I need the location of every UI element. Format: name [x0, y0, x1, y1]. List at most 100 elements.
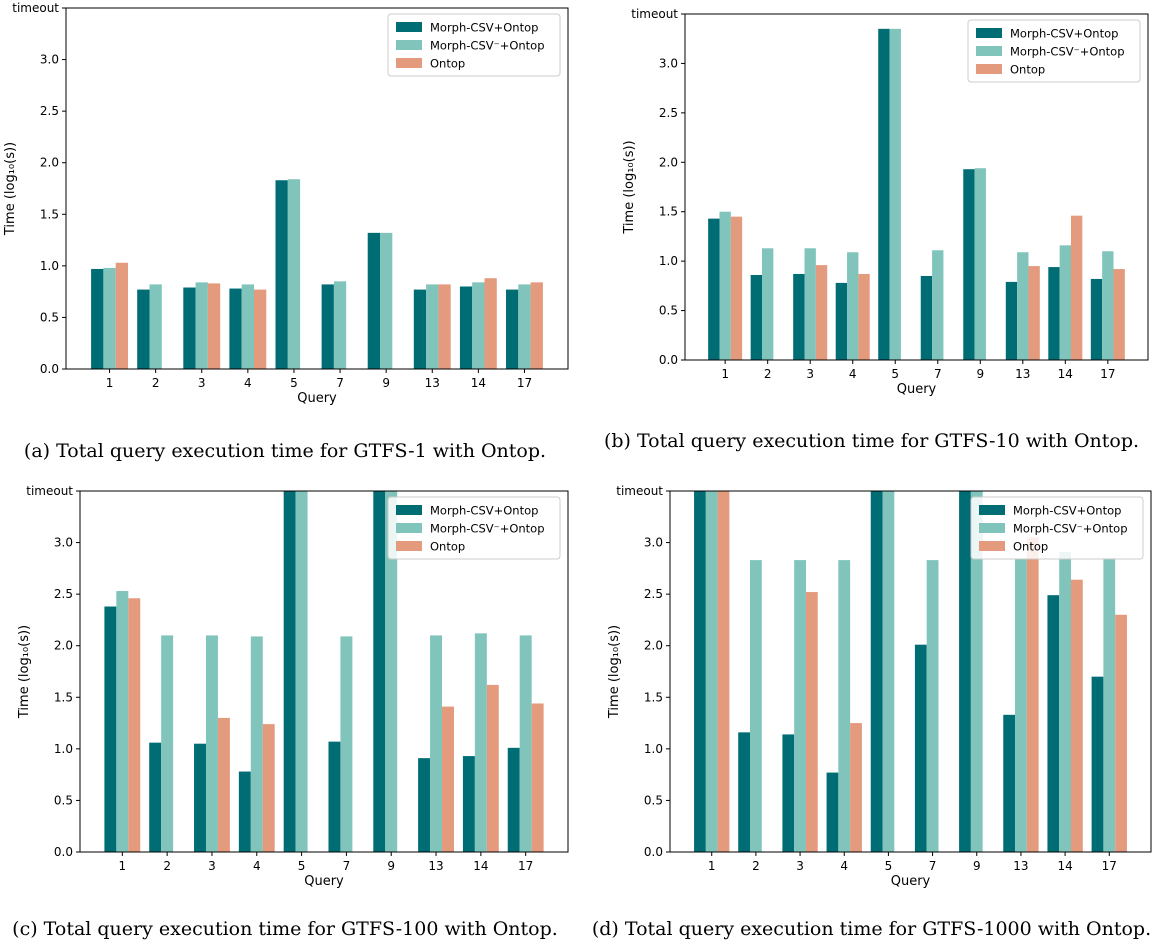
bar-morph-csv-ontop-q9	[373, 491, 386, 852]
bar-ontop-q17	[1115, 614, 1127, 852]
x-tick-label: 9	[382, 376, 390, 390]
x-tick-label: 1	[721, 367, 729, 381]
bar-ontop-q17	[531, 703, 544, 852]
y-tick-label: 3.0	[659, 56, 678, 70]
chart-panel-d: 0.0 0.5 1.0 1.5 2.0 2.5 3.0 timeout 1 2 3 4 5 7 9 13 14 1…	[590, 478, 1153, 940]
bar-morph-csv-minus-ontop-q17	[1103, 558, 1116, 852]
y-tick-label: 0.0	[40, 362, 59, 376]
bar-morph-csv-ontop-q4	[229, 288, 242, 369]
x-tick-label: 4	[840, 859, 848, 873]
bar-morph-csv-minus-ontop-q1	[719, 211, 731, 360]
bar-ontop-q1	[115, 262, 128, 369]
y-axis-label: Time (log₁₀(s))	[17, 625, 32, 719]
plot-frame	[65, 7, 569, 370]
x-tick-label: 14	[473, 859, 488, 873]
y-tick-label: 2.0	[659, 155, 678, 169]
legend: Morph-CSV+Ontop Morph-CSV⁻+Ontop Ontop	[970, 496, 1144, 560]
bar-morph-csv-minus-ontop-q14	[1059, 551, 1071, 852]
bar-ontop-q17	[530, 282, 543, 369]
y-tick-label: 0.5	[659, 304, 678, 318]
bar-morph-csv-minus-ontop-q4	[250, 636, 263, 852]
bar-morph-csv-ontop-q7	[328, 741, 341, 852]
x-tick-label: 13	[1015, 367, 1030, 381]
x-tick-label: 5	[885, 859, 893, 873]
y-tick-label: 0.0	[659, 353, 678, 367]
x-tick-label: 13	[428, 859, 443, 873]
bar-morph-csv-ontop-q14	[459, 286, 473, 369]
bar-morph-csv-ontop-q5	[283, 491, 296, 852]
bar-morph-csv-ontop-q7	[914, 644, 927, 852]
bar-morph-csv-ontop-q13	[418, 758, 431, 852]
x-tick-label: 5	[298, 859, 306, 873]
y-tick-label: 2.0	[54, 639, 73, 653]
bar-morph-csv-ontop-q2	[750, 274, 763, 360]
bars-group	[91, 179, 543, 369]
bars-group	[694, 491, 1127, 852]
x-tick-label: 13	[1013, 859, 1028, 873]
x-tick-label: 2	[163, 859, 171, 873]
bar-ontop-q4	[858, 273, 870, 360]
y-tick-label: 1.0	[40, 259, 59, 273]
x-axis-label: Query	[297, 391, 337, 406]
bar-morph-csv-ontop-q3	[183, 287, 196, 369]
y-tick-label: timeout	[631, 7, 678, 21]
legend-label: Morph-CSV⁻+Ontop	[1010, 45, 1125, 59]
bar-ontop-q14	[1070, 215, 1083, 360]
x-tick-label: 9	[387, 859, 395, 873]
bar-morph-csv-ontop-q17	[1091, 676, 1104, 852]
y-tick-label: 2.5	[659, 106, 678, 120]
y-tick-label: 2.0	[40, 156, 59, 170]
bar-ontop-q4	[262, 724, 275, 852]
bar-morph-csv-ontop-q4	[835, 282, 848, 360]
legend-swatch-morph-csv-ontop	[979, 505, 1005, 515]
bar-morph-csv-minus-ontop-q2	[762, 248, 774, 360]
bar-morph-csv-ontop-q3	[194, 743, 206, 852]
bar-morph-csv-ontop-q9	[959, 491, 971, 852]
legend: Morph-CSV+Ontop Morph-CSV⁻+Ontop Ontop	[387, 496, 561, 560]
bar-morph-csv-ontop-q9	[963, 169, 975, 360]
bar-morph-csv-ontop-q14	[1047, 595, 1060, 852]
x-tick-label: 4	[849, 367, 857, 381]
bar-morph-csv-ontop-q7	[920, 275, 933, 360]
bar-ontop-q4	[850, 723, 862, 852]
y-tick-label: 1.5	[659, 205, 678, 219]
y-tick-label: 2.5	[54, 587, 73, 601]
chart-panel-a: 0.0 0.5 1.0 1.5 2.0 2.5 3.0 timeout 1 2 3 4 5 7 9 13 14 1…	[0, 0, 570, 462]
bar-morph-csv-minus-ontop-q1	[705, 491, 718, 852]
bar-morph-csv-ontop-q5	[870, 491, 883, 852]
bar-ontop-q1	[128, 598, 141, 852]
x-tick-label: 17	[518, 859, 533, 873]
x-tick-label: 17	[1100, 367, 1115, 381]
x-tick-label: 2	[764, 367, 772, 381]
legend-box	[387, 496, 561, 560]
bar-morph-csv-minus-ontop-q7	[932, 250, 944, 360]
bar-morph-csv-minus-ontop-q5	[287, 179, 301, 369]
y-tick-label: timeout	[12, 1, 59, 15]
x-tick-label: 4	[253, 859, 261, 873]
legend-swatch-ontop	[396, 58, 422, 68]
bar-morph-csv-ontop-q17	[507, 747, 520, 852]
y-tick-label: 0.5	[54, 793, 73, 807]
y-tick-label: 1.0	[644, 742, 663, 756]
bar-morph-csv-ontop-q2	[137, 289, 150, 369]
bar-morph-csv-minus-ontop-q3	[205, 635, 218, 852]
bar-morph-csv-ontop-q1	[694, 491, 706, 852]
bar-morph-csv-ontop-q9	[367, 232, 380, 369]
bar-ontop-q13	[442, 706, 454, 852]
bar-morph-csv-minus-ontop-q3	[794, 560, 806, 852]
x-tick-label: 2	[752, 859, 760, 873]
bar-morph-csv-ontop-q13	[1005, 281, 1018, 360]
bar-morph-csv-ontop-q2	[738, 732, 750, 852]
bar-ontop-q3	[217, 717, 230, 852]
x-tick-label: 7	[336, 376, 344, 390]
bar-ontop-q3	[207, 283, 221, 369]
bar-morph-csv-minus-ontop-q4	[847, 252, 859, 360]
legend-swatch-ontop	[396, 541, 422, 551]
x-tick-label: 14	[471, 376, 486, 390]
y-tick-label: 0.0	[54, 845, 73, 859]
x-tick-label: 14	[1058, 367, 1073, 381]
bar-morph-csv-minus-ontop-q14	[1059, 245, 1071, 360]
bar-morph-csv-ontop-q13	[413, 289, 427, 369]
bar-morph-csv-ontop-q1	[91, 268, 104, 369]
plot-frame	[669, 490, 1152, 853]
